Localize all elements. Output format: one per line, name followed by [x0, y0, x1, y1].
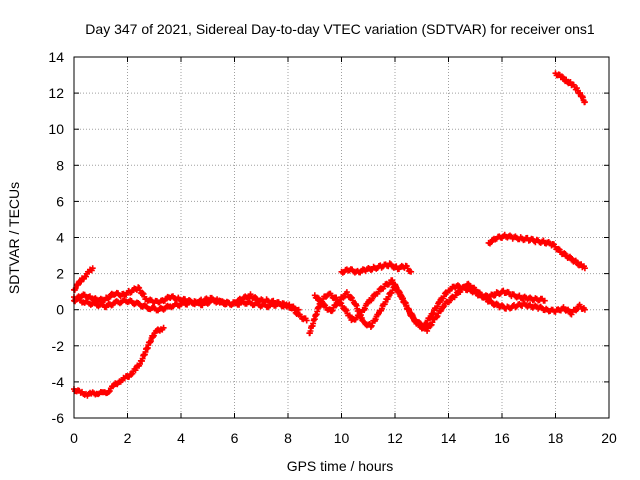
series-arc-negative-start — [71, 324, 167, 399]
x-tick-label: 16 — [494, 430, 510, 446]
series-markers-arc-midday-high — [338, 260, 415, 276]
y-tick-label: 10 — [48, 121, 64, 137]
data-series — [71, 70, 588, 399]
series-arc-rising-start — [71, 265, 96, 294]
x-tick-label: 4 — [177, 430, 185, 446]
y-tick-label: -4 — [52, 374, 65, 390]
axis-ticks: 0 2 4 6 8 10 12 14 16 18 20 -6 -4 -2 0 2 4 6 8 10 12 14 — [48, 49, 617, 446]
x-tick-label: 6 — [231, 430, 239, 446]
x-axis-label: GPS time / hours — [287, 458, 394, 474]
x-tick-label: 12 — [387, 430, 403, 446]
y-tick-label: 8 — [56, 157, 64, 173]
y-tick-label: -2 — [52, 338, 65, 354]
y-tick-label: 2 — [56, 266, 64, 282]
series-markers-arc-evening-b — [552, 70, 588, 106]
x-tick-label: 20 — [601, 430, 617, 446]
x-tick-label: 14 — [441, 430, 457, 446]
chart-title: Day 347 of 2021, Sidereal Day-to-day VTE… — [85, 21, 595, 37]
x-tick-label: 10 — [334, 430, 350, 446]
x-tick-label: 0 — [70, 430, 78, 446]
series-markers-arc-negative-start — [71, 324, 167, 399]
x-tick-label: 8 — [284, 430, 292, 446]
y-tick-label: -6 — [52, 410, 65, 426]
y-tick-label: 0 — [56, 302, 64, 318]
y-tick-label: 4 — [56, 230, 64, 246]
series-arc-midday-b — [311, 280, 588, 334]
y-axis-label: SDTVAR / TECUs — [6, 182, 22, 294]
series-markers-arc-midday-b — [311, 280, 588, 334]
y-tick-label: 14 — [48, 49, 64, 65]
series-arc-evening-a — [485, 231, 588, 272]
series-arc-evening-b — [552, 70, 588, 106]
y-tick-label: 6 — [56, 193, 64, 209]
y-tick-label: 12 — [48, 85, 64, 101]
x-tick-label: 18 — [548, 430, 564, 446]
series-arc-midday-high — [338, 260, 415, 276]
x-tick-label: 2 — [124, 430, 132, 446]
series-markers-arc-rising-start — [71, 265, 96, 294]
series-markers-arc-evening-a — [485, 231, 588, 272]
